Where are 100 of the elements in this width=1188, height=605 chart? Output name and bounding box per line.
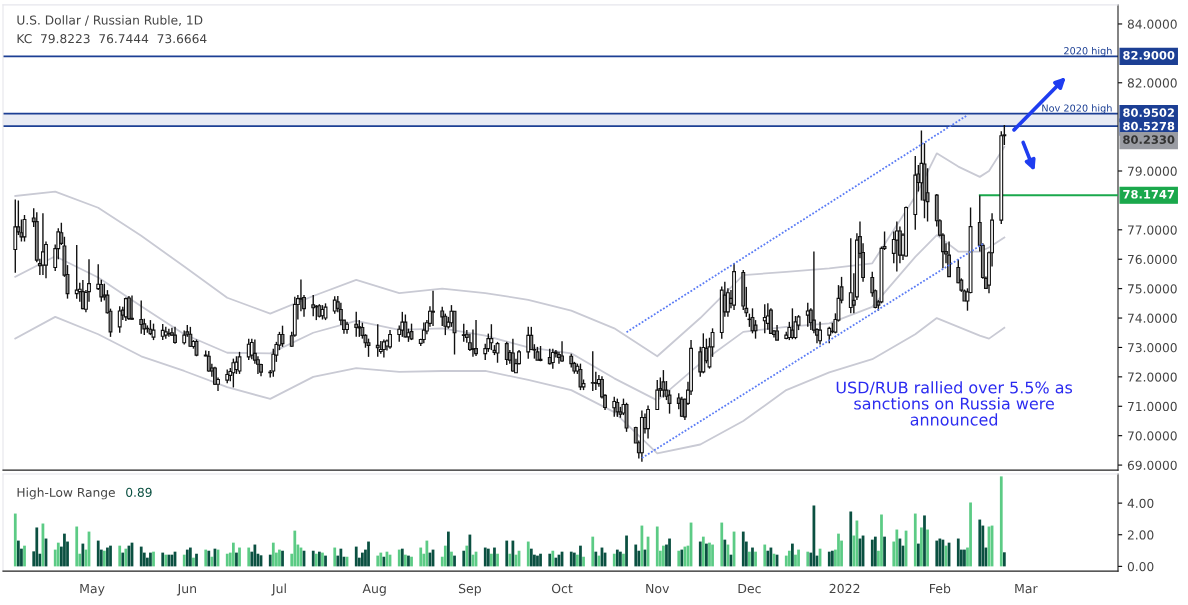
bar [529, 548, 533, 567]
candlestick [489, 323, 494, 351]
bar [698, 541, 702, 567]
bar [969, 502, 972, 567]
bar [13, 513, 17, 567]
bar [591, 536, 595, 567]
y-tick-label: 0.00 [1127, 561, 1154, 572]
y-tick-label: 82.0000 [1127, 78, 1177, 88]
bar [192, 557, 195, 567]
bar [496, 553, 499, 567]
x-tick-label: Dec [738, 584, 761, 594]
bar [787, 550, 791, 567]
bar [465, 545, 469, 567]
bar [751, 547, 754, 567]
text: 82.9000 [1123, 50, 1175, 60]
bar [837, 533, 840, 567]
bar [723, 539, 727, 567]
bar [582, 556, 585, 567]
bar [579, 545, 582, 567]
bar [195, 553, 198, 567]
bar [235, 552, 238, 567]
x-tick-label: Oct [551, 583, 573, 594]
bar [870, 539, 874, 567]
candlestick [130, 294, 134, 321]
bar [916, 543, 920, 567]
bar [447, 531, 450, 567]
y-tick-label: 69.0000 [1127, 460, 1177, 470]
candlestick [655, 379, 660, 411]
x-tick-label: Sep [458, 583, 481, 596]
candlestick [646, 404, 650, 440]
text: U.S. Dollar / Russian Ruble, 1D [17, 15, 203, 26]
bar [483, 547, 487, 567]
y-tick-label: 71.0000 [1128, 401, 1177, 412]
text: 80.5278 [1123, 121, 1175, 131]
ref-line-label: 2020 high [1064, 46, 1112, 57]
bar [56, 542, 60, 567]
bar [81, 543, 85, 567]
y-tick-label: 73.0000 [1128, 343, 1177, 353]
bar [16, 540, 20, 567]
bar [505, 540, 509, 567]
bar [121, 552, 125, 567]
candlestick [474, 319, 478, 357]
bar [830, 550, 834, 567]
candlestick [366, 337, 371, 358]
bar [185, 549, 189, 567]
bar [526, 541, 530, 567]
bar [926, 529, 929, 567]
candlestick [126, 295, 131, 321]
candlestick [661, 369, 666, 399]
x-tick-label: Aug [362, 584, 386, 596]
bar [354, 546, 358, 567]
y-tick-label: 75.0000 [1128, 284, 1177, 294]
bar [797, 549, 800, 567]
bar [791, 543, 794, 567]
bar [634, 544, 638, 567]
bar [145, 557, 149, 567]
bar [268, 554, 272, 567]
bar [490, 553, 493, 567]
bar [376, 555, 380, 567]
x-tick-label: 2022 [829, 583, 860, 594]
candlestick [249, 337, 254, 360]
bar [754, 551, 757, 567]
bar [109, 545, 112, 567]
bar [612, 553, 616, 567]
bar [920, 527, 923, 567]
bar [827, 551, 831, 567]
bar [75, 526, 79, 567]
annotation: 0.89 [126, 487, 152, 497]
bar [210, 556, 214, 567]
bar [720, 522, 724, 567]
candlestick [848, 237, 853, 315]
bar [748, 551, 751, 567]
bar [741, 531, 745, 567]
candlestick [947, 240, 951, 278]
y-tick-label: 70.0000 [1128, 431, 1177, 441]
bar [419, 547, 423, 567]
bar [63, 533, 66, 567]
y-tick-label: 74.0000 [1128, 313, 1177, 323]
data-label: 78.1747 [1123, 189, 1175, 199]
candlestick [768, 307, 773, 335]
annotation: KC 79.8223 76.7444 73.6664 [17, 34, 207, 44]
candlestick [624, 402, 629, 433]
text: 80.2330 [1123, 135, 1175, 144]
bar [569, 551, 573, 567]
bar [367, 541, 370, 567]
x-tick-label: May [80, 584, 105, 596]
bar [849, 511, 853, 567]
bar [655, 526, 659, 567]
bar [182, 554, 186, 567]
y-tick-label: 84.0000 [1127, 19, 1177, 29]
x-tick-label: Mar [1015, 584, 1038, 594]
candlestick [311, 294, 316, 317]
bar [956, 538, 960, 567]
candlestick [13, 198, 18, 274]
bar [536, 555, 539, 567]
line-series [14, 145, 1006, 358]
y-tick-label: 76.0000 [1128, 254, 1177, 265]
bar [453, 555, 456, 567]
bar [615, 549, 619, 567]
bar [486, 548, 490, 567]
